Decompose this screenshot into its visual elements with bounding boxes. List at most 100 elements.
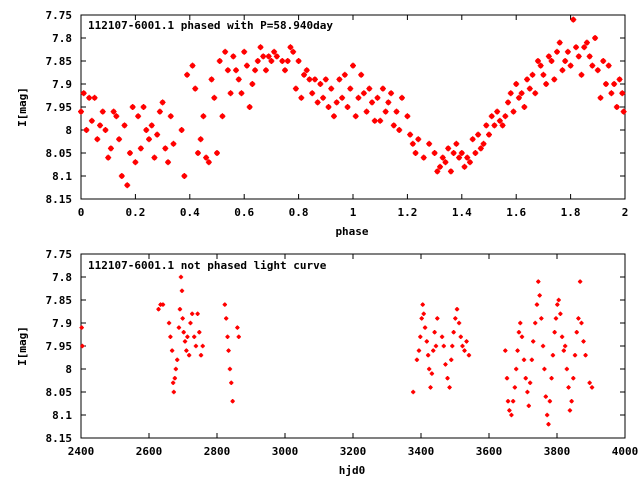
- data-point-phased: [396, 127, 403, 133]
- phased-light-curve-panel: I[mag] phase 112107-6001.1 phased with P…: [16, 9, 628, 238]
- data-point-phased: [573, 44, 580, 51]
- data-point-unphased: [542, 366, 547, 372]
- data-point-phased: [616, 76, 623, 83]
- data-point-unphased: [160, 302, 166, 307]
- x-tick-label-unphased: 3400: [408, 445, 435, 458]
- data-point-unphased: [556, 297, 561, 303]
- data-point-unphased: [544, 412, 550, 418]
- data-point-phased: [447, 168, 454, 175]
- data-point-phased: [126, 150, 133, 156]
- data-point-unphased: [516, 330, 522, 335]
- data-point-unphased: [435, 316, 440, 321]
- data-point-unphased: [552, 330, 557, 335]
- data-point-phased: [83, 127, 90, 133]
- data-point-phased: [287, 44, 294, 51]
- y-tick-label-unphased: 8.1: [52, 409, 72, 422]
- data-point-unphased: [581, 339, 586, 344]
- data-point-phased: [540, 71, 547, 78]
- data-point-phased: [230, 53, 237, 60]
- data-point-phased: [238, 90, 245, 97]
- data-point-phased: [608, 90, 615, 97]
- data-point-phased: [184, 71, 191, 78]
- data-point-unphased: [419, 316, 424, 321]
- y-tick-label-unphased: 7.9: [52, 317, 72, 330]
- data-point-phased: [445, 145, 452, 152]
- data-point-phased: [252, 67, 259, 74]
- data-point-phased: [282, 67, 288, 74]
- data-point-phased: [371, 117, 378, 124]
- data-point-unphased: [576, 316, 581, 321]
- data-point-phased: [532, 90, 539, 97]
- data-point-phased: [475, 131, 482, 138]
- y-tick-label-unphased: 7.75: [46, 248, 73, 261]
- data-point-unphased: [514, 366, 519, 372]
- data-point-phased: [246, 104, 253, 110]
- data-point-unphased: [564, 366, 570, 372]
- data-point-phased: [292, 85, 299, 92]
- points-unphased: [79, 274, 595, 427]
- data-point-unphased: [428, 385, 433, 390]
- data-point-unphased: [555, 302, 560, 307]
- data-point-unphased: [507, 408, 512, 413]
- data-point-phased: [510, 108, 517, 115]
- data-point-unphased: [421, 311, 426, 316]
- data-point-phased: [469, 136, 476, 143]
- data-point-phased: [526, 85, 533, 92]
- data-point-phased: [333, 99, 340, 106]
- data-point-phased: [472, 150, 479, 156]
- data-point-phased: [564, 48, 571, 55]
- data-point-unphased: [523, 376, 528, 381]
- data-point-phased: [243, 62, 250, 69]
- data-point-phased: [132, 159, 139, 166]
- data-point-unphased: [509, 412, 514, 418]
- data-point-unphased: [583, 353, 588, 358]
- data-point-phased: [249, 81, 256, 87]
- data-point-unphased: [226, 348, 231, 353]
- data-point-unphased: [223, 316, 229, 321]
- data-point-unphased: [571, 376, 576, 381]
- data-point-unphased: [192, 334, 197, 339]
- data-point-unphased: [432, 330, 437, 335]
- data-point-phased: [143, 127, 150, 133]
- data-point-phased: [205, 159, 212, 166]
- data-point-phased: [586, 53, 593, 60]
- data-point-phased: [320, 94, 327, 101]
- data-point-unphased: [236, 334, 241, 339]
- data-point-phased: [505, 99, 512, 106]
- data-point-phased: [241, 48, 248, 55]
- y-axis-label-unphased: I[mag]: [16, 326, 29, 366]
- data-point-unphased: [188, 320, 193, 326]
- data-point-phased: [352, 113, 359, 120]
- data-point-unphased: [462, 348, 467, 353]
- x-tick-label-phased: 1.2: [397, 206, 417, 219]
- data-point-unphased: [546, 422, 551, 427]
- data-point-unphased: [195, 311, 200, 316]
- data-point-phased: [379, 85, 386, 92]
- data-point-unphased: [534, 302, 540, 307]
- data-point-unphased: [180, 316, 185, 321]
- plot-frame-phased: [80, 14, 626, 200]
- data-point-phased: [619, 90, 626, 97]
- data-point-phased: [377, 117, 384, 124]
- y-axis-label-phased: I[mag]: [16, 87, 29, 127]
- data-point-phased: [118, 173, 125, 179]
- data-point-unphased: [175, 357, 180, 362]
- data-point-unphased: [536, 279, 541, 284]
- data-point-phased: [431, 150, 438, 156]
- y-tick-label-phased: 7.8: [52, 32, 72, 45]
- data-point-unphased: [225, 334, 230, 339]
- data-point-unphased: [562, 343, 568, 349]
- data-point-unphased: [79, 325, 84, 330]
- data-point-phased: [597, 94, 604, 101]
- data-point-phased: [265, 53, 272, 60]
- data-point-phased: [219, 113, 226, 120]
- data-point-phased: [170, 140, 177, 147]
- data-point-phased: [483, 122, 490, 129]
- x-tick-label-phased: 0.8: [289, 206, 309, 219]
- data-point-unphased: [503, 348, 508, 353]
- data-point-phased: [135, 113, 142, 120]
- data-point-phased: [518, 90, 525, 97]
- data-point-phased: [295, 58, 302, 64]
- x-tick-label-unphased: 2600: [136, 445, 163, 458]
